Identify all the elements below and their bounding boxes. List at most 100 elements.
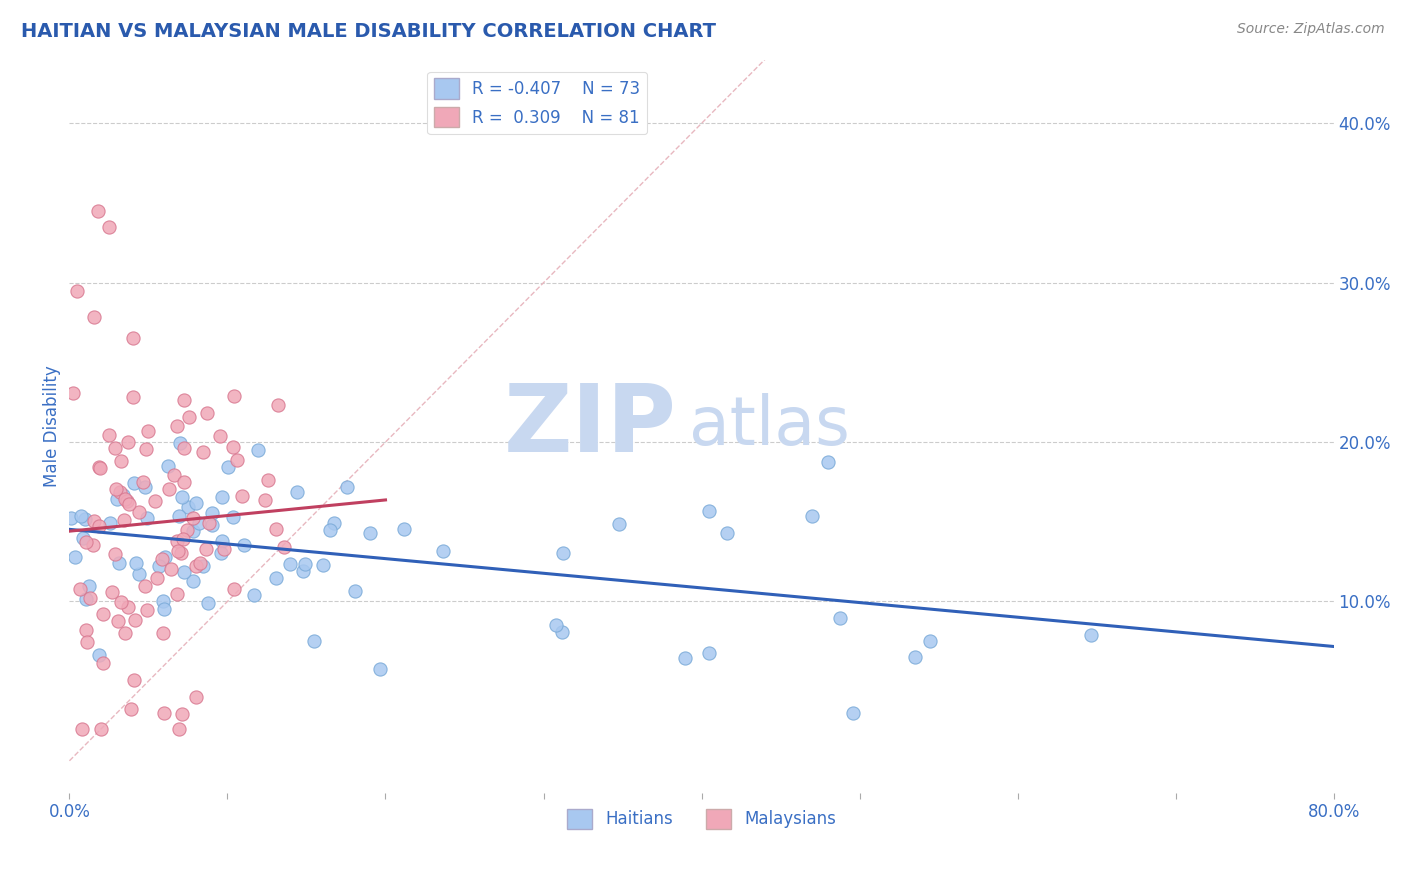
Point [153,706,176,720]
Point [110,595,132,609]
Point [212,542,235,557]
Point [135,511,157,525]
Point [62,385,84,400]
Point [157,482,180,496]
Point [166,534,188,549]
Point [104,547,127,561]
Point [285,485,308,500]
Point [107,556,129,570]
Point [302,633,325,648]
Point [336,480,359,494]
Point [91,607,114,622]
Point [114,491,136,506]
Point [108,485,131,500]
Point [83,310,105,324]
Point [87,648,110,662]
Point [132,475,155,489]
Point [195,406,218,420]
Point [828,610,851,624]
Point [75,592,97,607]
Point [120,702,142,716]
Point [607,517,630,532]
Text: HAITIAN VS MALAYSIAN MALE DISABILITY CORRELATION CHART: HAITIAN VS MALAYSIAN MALE DISABILITY COR… [21,22,716,41]
Point [273,540,295,554]
Point [1080,627,1102,641]
Y-axis label: Male Disability: Male Disability [44,365,60,487]
Point [191,444,214,458]
Point [82,538,104,552]
Point [225,453,247,467]
Point [264,522,287,536]
Point [97,219,120,234]
Point [211,534,233,549]
Point [697,504,720,518]
Point [90,722,112,736]
Text: Source: ZipAtlas.com: Source: ZipAtlas.com [1237,22,1385,37]
Point [105,492,128,507]
Point [124,613,146,627]
Point [267,398,290,412]
Point [167,544,190,558]
Point [160,562,183,576]
Point [167,508,190,523]
Point [143,494,166,508]
Point [75,624,97,638]
Point [197,596,219,610]
Point [114,626,136,640]
Legend: Haitians, Malaysians: Haitians, Malaysians [560,802,844,836]
Point [104,442,127,456]
Point [278,557,301,571]
Point [162,468,184,483]
Point [125,556,148,570]
Point [128,505,150,519]
Point [72,722,94,736]
Text: ZIP: ZIP [503,380,676,472]
Point [173,392,195,407]
Point [217,459,239,474]
Point [842,706,865,720]
Point [101,585,124,599]
Point [87,204,110,219]
Point [183,511,205,525]
Point [105,483,128,497]
Point [257,473,280,487]
Point [188,516,211,530]
Point [551,625,574,640]
Point [72,531,94,545]
Point [117,497,139,511]
Point [546,618,568,632]
Point [152,625,174,640]
Point [136,424,159,438]
Point [66,284,89,298]
Point [195,541,218,556]
Point [60,511,83,525]
Point [152,594,174,608]
Point [197,516,219,531]
Point [89,519,111,533]
Point [176,523,198,537]
Point [128,567,150,582]
Point [76,635,98,649]
Point [121,331,143,345]
Point [134,579,156,593]
Point [392,522,415,536]
Point [63,549,86,564]
Point [177,409,200,424]
Point [222,440,245,454]
Point [716,526,738,541]
Point [145,571,167,585]
Point [817,455,839,469]
Point [173,475,195,490]
Point [222,509,245,524]
Point [801,508,824,523]
Point [170,546,193,560]
Point [184,690,207,704]
Point [110,454,132,468]
Point [231,489,253,503]
Point [233,537,256,551]
Point [122,390,145,404]
Point [98,428,121,442]
Point [69,509,91,524]
Point [246,442,269,457]
Point [201,518,224,533]
